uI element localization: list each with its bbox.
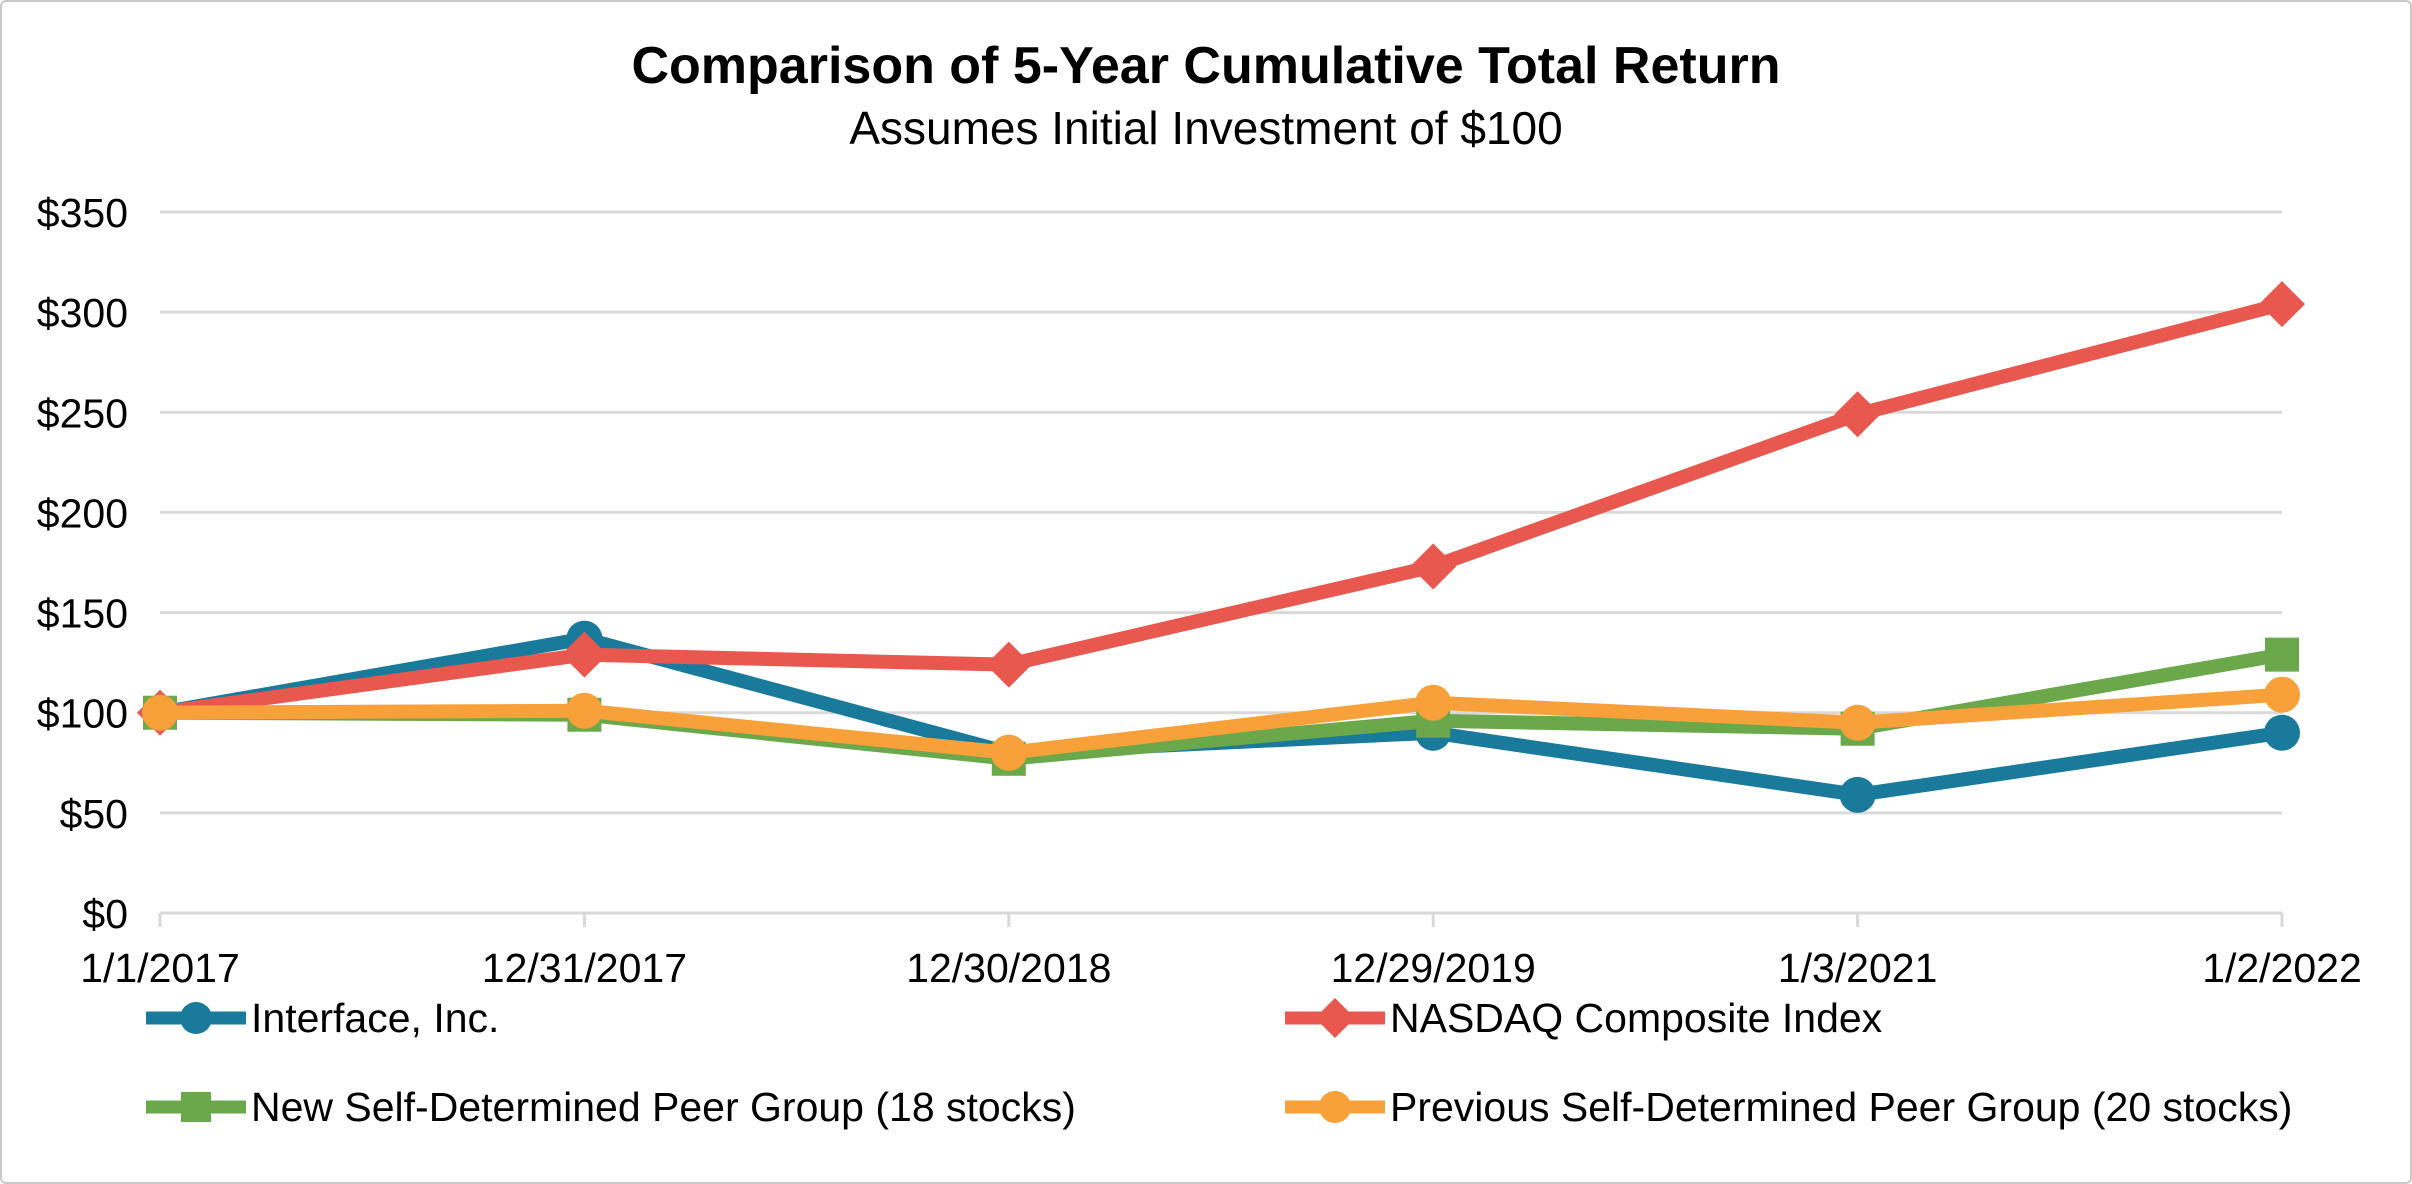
svg-text:1/3/2021: 1/3/2021	[1778, 945, 1938, 991]
svg-text:$300: $300	[37, 290, 128, 336]
legend-item-nasdaq-composite: NASDAQ Composite Index	[1285, 994, 1883, 1041]
svg-text:1/1/2017: 1/1/2017	[80, 945, 240, 991]
svg-text:12/29/2019: 12/29/2019	[1331, 945, 1536, 991]
legend-item-interface: Interface, Inc.	[146, 994, 500, 1041]
svg-text:$200: $200	[37, 490, 128, 536]
legend-item-previous-peer-group: Previous Self-Determined Peer Group (20 …	[1285, 1083, 2293, 1130]
legend-label: NASDAQ Composite Index	[1390, 994, 1883, 1041]
svg-text:1/2/2022: 1/2/2022	[2202, 945, 2362, 991]
svg-text:$0: $0	[82, 891, 128, 937]
legend-item-new-peer-group: New Self-Determined Peer Group (18 stock…	[146, 1083, 1076, 1130]
legend-label: Previous Self-Determined Peer Group (20 …	[1390, 1083, 2293, 1130]
chart-title: Comparison of 5-Year Cumulative Total Re…	[631, 37, 1781, 95]
svg-text:12/30/2018: 12/30/2018	[906, 945, 1111, 991]
svg-text:$150: $150	[37, 591, 128, 637]
line-square-marker-icon	[146, 1092, 246, 1122]
legend-label: New Self-Determined Peer Group (18 stock…	[251, 1083, 1076, 1130]
svg-text:$100: $100	[37, 691, 128, 737]
svg-text:$250: $250	[37, 390, 128, 436]
chart-subtitle: Assumes Initial Investment of $100	[849, 102, 1563, 154]
line-circle-marker-icon	[146, 1002, 246, 1034]
legend-label: Interface, Inc.	[251, 994, 500, 1041]
svg-text:12/31/2017: 12/31/2017	[482, 945, 687, 991]
line-circle-marker-icon	[1285, 1091, 1385, 1123]
line-diamond-marker-icon	[1285, 998, 1385, 1038]
svg-text:$350: $350	[37, 190, 128, 236]
svg-text:$50: $50	[60, 791, 128, 837]
